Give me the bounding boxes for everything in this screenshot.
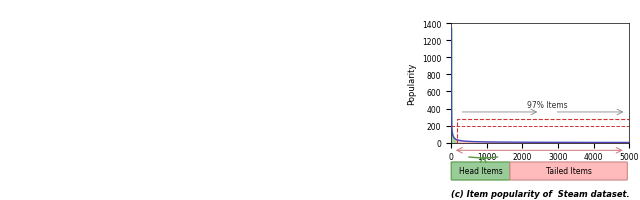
Y-axis label: Popularity: Popularity [408, 62, 417, 105]
Text: Tailed Items: Tailed Items [546, 167, 591, 176]
Text: 97% Items: 97% Items [527, 101, 568, 110]
Bar [456, 120, 629, 143]
FancyBboxPatch shape [451, 162, 510, 180]
X-axis label: Item: Item [531, 167, 550, 176]
Text: Head Items: Head Items [459, 167, 502, 176]
Text: (c) Item popularity of  Steam dataset.: (c) Item popularity of Steam dataset. [451, 189, 630, 198]
FancyBboxPatch shape [510, 162, 627, 180]
